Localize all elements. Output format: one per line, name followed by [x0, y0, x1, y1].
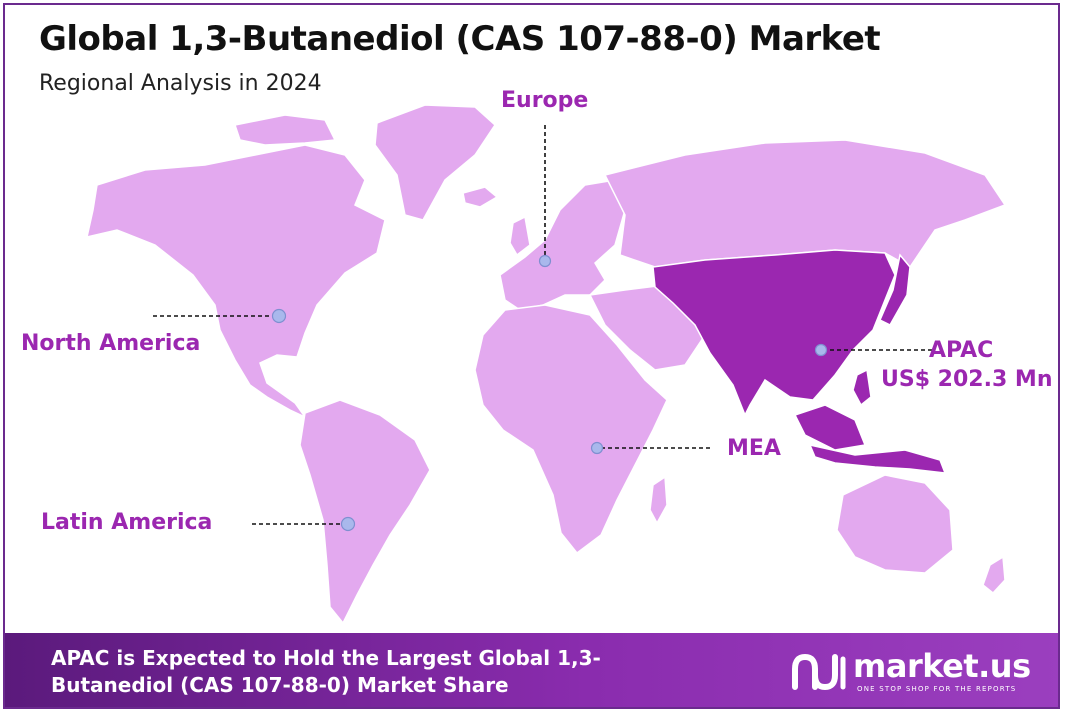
marker-mea: [590, 441, 604, 455]
leader-lines: [153, 125, 933, 525]
land-africa: [474, 304, 668, 555]
marker-latin-america: [340, 516, 356, 532]
market-us-logo: market.us ONE STOP SHOP FOR THE REPORTS: [791, 647, 1041, 697]
logo-wordmark: market.us: [853, 647, 1031, 685]
marker-europe: [538, 254, 552, 268]
infographic-frame: Global 1,3-Butanediol (CAS 107-88-0) Mar…: [3, 3, 1060, 709]
world-map: [86, 104, 1007, 625]
label-apac: APAC: [929, 338, 994, 363]
land-australia: [836, 474, 954, 574]
logo-tagline: ONE STOP SHOP FOR THE REPORTS: [857, 685, 1017, 693]
region-apac-southeast-asia: [793, 404, 867, 451]
land-north-america: [86, 144, 386, 419]
land-new-zealand: [982, 555, 1006, 595]
label-mea: MEA: [727, 436, 781, 461]
region-apac-japan: [879, 253, 911, 326]
region-markers: [271, 254, 828, 532]
apac-market-value: US$ 202.3 Mn: [881, 367, 1053, 392]
label-north-america: North America: [21, 331, 201, 356]
land-uk: [509, 215, 531, 257]
region-apac-indonesia: [808, 443, 947, 474]
land-russia: [603, 139, 1007, 268]
marker-apac: [814, 343, 828, 357]
land-south-america: [299, 399, 431, 625]
region-apac-philippines: [852, 368, 872, 407]
land-arctic-islands: [234, 114, 337, 146]
page-title: Global 1,3-Butanediol (CAS 107-88-0) Mar…: [39, 19, 881, 59]
page-subtitle: Regional Analysis in 2024: [39, 71, 322, 96]
market-us-logo-icon: [792, 653, 846, 691]
label-europe: Europe: [501, 88, 589, 113]
footer-banner: APAC is Expected to Hold the Largest Glo…: [5, 633, 1058, 707]
land-europe: [499, 179, 626, 311]
marker-north-america: [271, 308, 287, 324]
footer-headline: APAC is Expected to Hold the Largest Glo…: [51, 646, 601, 697]
label-latin-america: Latin America: [41, 510, 213, 535]
land-greenland: [374, 104, 496, 221]
land-iceland: [462, 186, 499, 208]
land-madagascar: [649, 475, 668, 525]
region-apac: [652, 249, 896, 417]
